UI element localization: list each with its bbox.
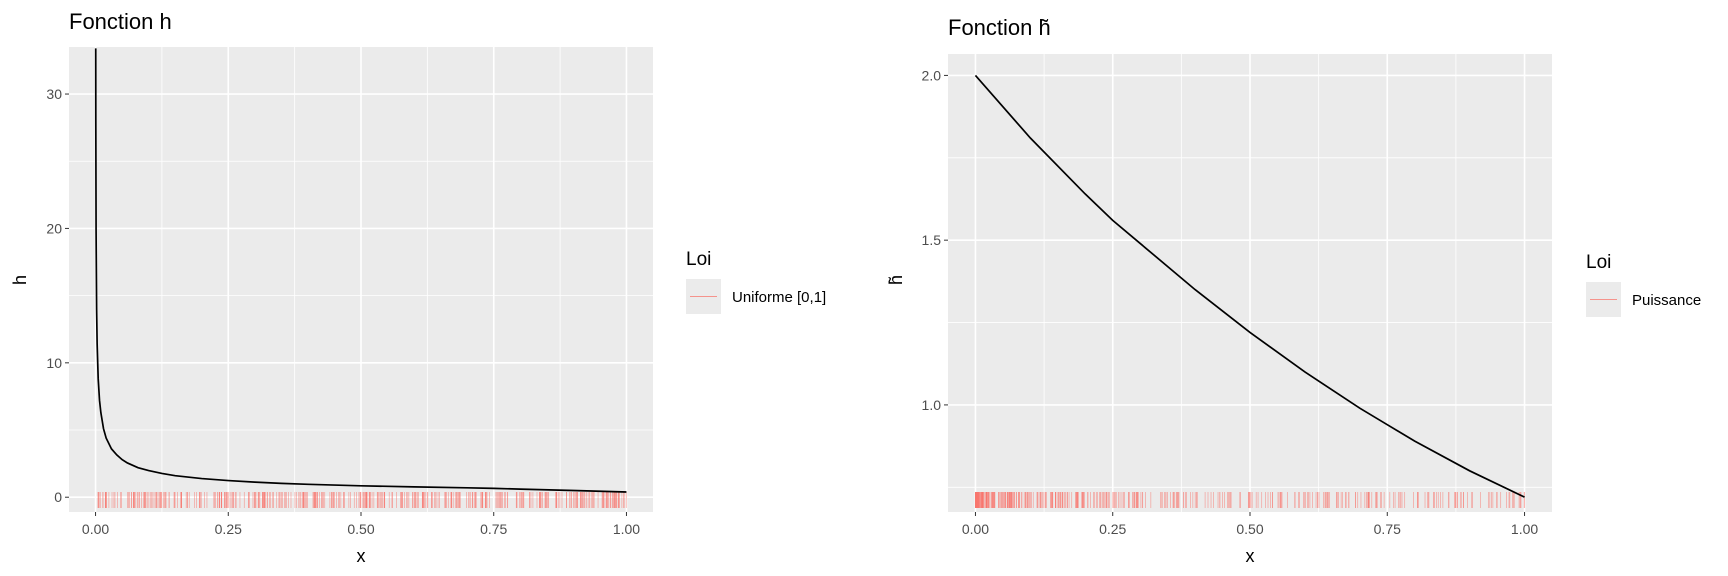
- series-line: [94, 48, 627, 493]
- y-tick-label: 10: [46, 355, 62, 371]
- x-tick-label: 0.00: [82, 521, 109, 537]
- x-tick-label: 0.50: [347, 521, 374, 537]
- x-tick-label: 0.50: [1236, 521, 1263, 537]
- y-tick-label: 2.0: [922, 67, 942, 83]
- legend-title: Loi: [686, 249, 711, 270]
- y-tick-label: 20: [46, 220, 62, 236]
- x-tick-label: 0.25: [1099, 521, 1126, 537]
- x-tick-label: 0.00: [962, 521, 989, 537]
- chart-fonction-h: Fonction h 0.00 0.25 0.50 0.75 1.00 0102030 …: [10, 9, 826, 566]
- x-tick-label: 1.00: [613, 521, 640, 537]
- legend: Loi Puissance: [1586, 252, 1701, 317]
- legend-label: Uniforme [0,1]: [732, 289, 826, 306]
- chart-title: Fonction h̃: [948, 15, 1051, 40]
- y-tick-label: 1.5: [922, 232, 942, 248]
- rug: [97, 492, 627, 508]
- chart-fonction-h-tilde: Fonction h̃ 0.00 0.25 0.50 0.75 1.00 1.0 1.5 2…: [886, 15, 1701, 566]
- legend-label: Puissance: [1632, 292, 1701, 309]
- x-axis-title: x: [1246, 546, 1255, 566]
- legend: Loi Uniforme [0,1]: [686, 249, 826, 314]
- y-axis-title: h̃: [886, 275, 906, 285]
- chart-title: Fonction h: [69, 9, 172, 34]
- x-axis-ticks: 0.00 0.25 0.50 0.75 1.00: [962, 512, 1538, 537]
- series-line: [974, 74, 1525, 498]
- x-axis-ticks: 0.00 0.25 0.50 0.75 1.00: [82, 512, 640, 537]
- y-tick-label: 1.0: [922, 397, 942, 413]
- series: [974, 74, 1525, 498]
- x-tick-label: 0.75: [1374, 521, 1401, 537]
- grid: [948, 54, 1552, 512]
- y-axis-title: h: [10, 275, 30, 285]
- x-tick-label: 0.25: [215, 521, 242, 537]
- series: [94, 48, 627, 493]
- y-tick-label: 30: [46, 86, 62, 102]
- y-tick-label: 0: [54, 489, 62, 505]
- y-axis-ticks: 0 10 20 30: [46, 86, 69, 505]
- x-tick-label: 0.75: [480, 521, 507, 537]
- y-axis-ticks: 1.0 1.5 2.0: [922, 67, 948, 413]
- rug: [975, 492, 1525, 508]
- x-axis-title: x: [357, 546, 366, 566]
- x-tick-label: 1.00: [1511, 521, 1538, 537]
- legend-title: Loi: [1586, 252, 1611, 273]
